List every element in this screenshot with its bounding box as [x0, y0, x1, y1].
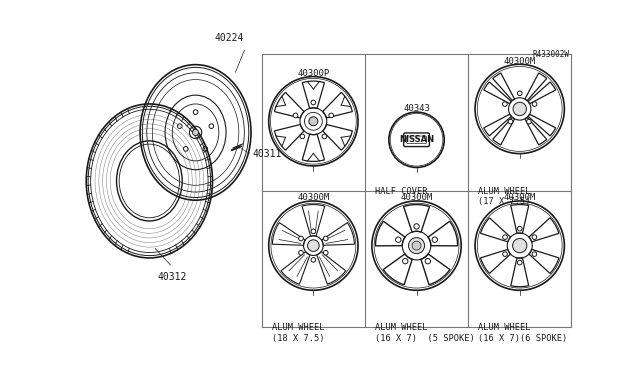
Circle shape	[323, 250, 328, 255]
Text: 40300M: 40300M	[401, 193, 433, 202]
Circle shape	[309, 117, 318, 126]
Circle shape	[311, 229, 316, 234]
Circle shape	[517, 91, 522, 96]
Circle shape	[293, 113, 298, 118]
Circle shape	[193, 129, 198, 135]
Text: ALUM WHEEL
(16 X 7)(6 SPOKE): ALUM WHEEL (16 X 7)(6 SPOKE)	[479, 323, 568, 343]
Text: 40311: 40311	[253, 149, 282, 159]
Text: ALUM WHEEL
(18 X 7.5): ALUM WHEEL (18 X 7.5)	[272, 323, 324, 343]
Circle shape	[517, 260, 522, 265]
Circle shape	[508, 119, 513, 124]
Text: 40300P: 40300P	[297, 69, 330, 78]
Circle shape	[432, 237, 438, 243]
Circle shape	[396, 237, 401, 243]
Circle shape	[403, 259, 408, 264]
Circle shape	[513, 238, 527, 253]
Circle shape	[503, 252, 508, 256]
Text: 40224: 40224	[214, 33, 243, 43]
Circle shape	[299, 250, 303, 255]
Text: 40300M: 40300M	[297, 193, 330, 202]
Circle shape	[323, 236, 328, 241]
Text: 40312: 40312	[158, 272, 187, 282]
Text: 40300M: 40300M	[504, 57, 536, 65]
Circle shape	[322, 134, 326, 139]
Circle shape	[408, 238, 424, 254]
Text: HALF COVER: HALF COVER	[375, 187, 428, 196]
Circle shape	[502, 102, 507, 106]
Circle shape	[513, 102, 527, 116]
Text: 40343: 40343	[403, 105, 430, 113]
Circle shape	[412, 241, 421, 250]
Circle shape	[300, 134, 305, 139]
Circle shape	[299, 236, 303, 241]
Circle shape	[311, 257, 316, 262]
Text: NISSAN: NISSAN	[399, 135, 434, 144]
Circle shape	[308, 240, 319, 251]
Text: R433002W: R433002W	[532, 50, 570, 59]
Text: 40300M: 40300M	[504, 193, 536, 202]
Text: ALUM WHEEL
(17 X 7.5): ALUM WHEEL (17 X 7.5)	[479, 187, 531, 206]
Circle shape	[414, 224, 419, 229]
Circle shape	[532, 102, 537, 106]
Circle shape	[503, 235, 508, 240]
Circle shape	[517, 226, 522, 231]
Circle shape	[329, 113, 333, 118]
Circle shape	[425, 259, 431, 264]
Text: ALUM WHEEL
(16 X 7)  (5 SPOKE): ALUM WHEEL (16 X 7) (5 SPOKE)	[375, 323, 475, 343]
Circle shape	[532, 235, 537, 240]
Circle shape	[527, 119, 531, 124]
Circle shape	[311, 100, 316, 105]
Circle shape	[532, 252, 537, 256]
